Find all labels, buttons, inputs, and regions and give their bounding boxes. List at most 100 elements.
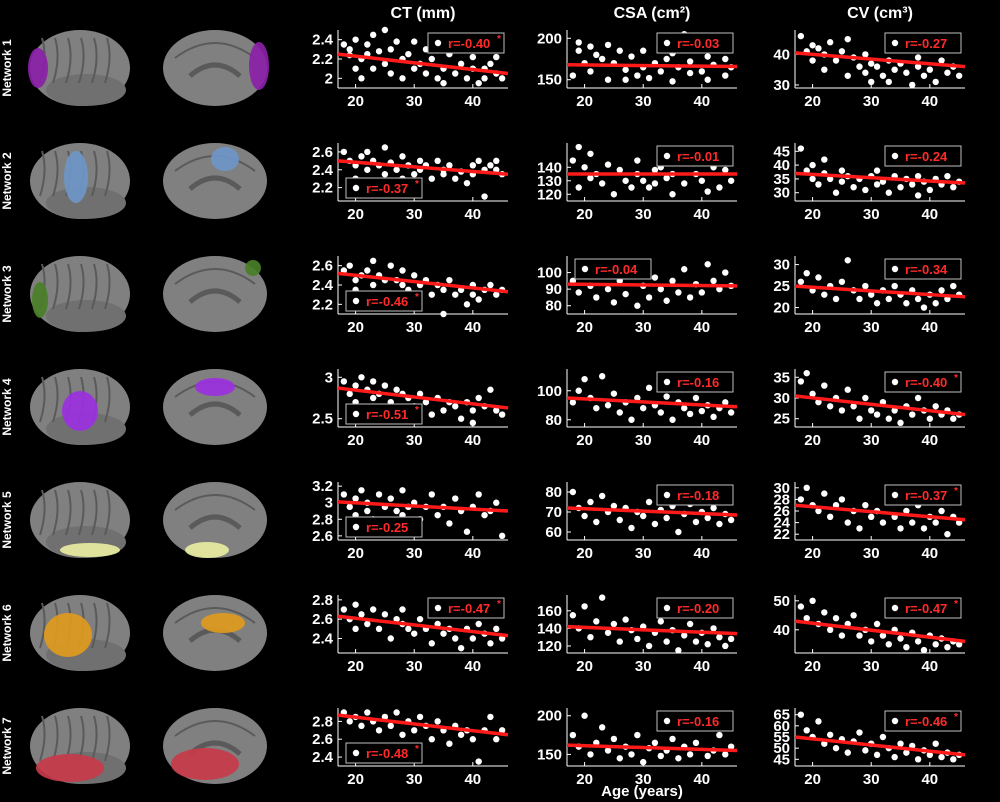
data-point: [873, 751, 881, 759]
x-tick-label: 40: [464, 771, 481, 788]
brain-sulcus: [174, 42, 256, 59]
data-point: [399, 606, 406, 613]
regression-line: [794, 619, 966, 644]
legend-box: [884, 371, 962, 393]
data-point: [498, 532, 506, 540]
y-tick-label: 140: [537, 620, 562, 637]
legend-marker: [581, 265, 589, 273]
y-tick-label: 40: [773, 622, 790, 639]
data-point: [838, 178, 846, 185]
x-tick-label: 40: [464, 432, 481, 449]
data-point: [634, 72, 641, 79]
y-tick-label: 24: [773, 515, 790, 532]
data-point: [434, 620, 441, 628]
data-point: [340, 378, 348, 385]
data-point: [862, 186, 869, 194]
data-point: [628, 751, 635, 758]
data-point: [704, 514, 711, 522]
data-point: [587, 174, 594, 182]
data-point: [369, 257, 377, 265]
x-tick-label: 40: [464, 319, 481, 336]
data-point: [710, 413, 717, 421]
data-point: [481, 75, 488, 82]
data-point: [610, 502, 618, 510]
x-tick-label: 20: [347, 545, 364, 562]
data-point: [856, 295, 863, 303]
x-tick-label: 30: [863, 545, 880, 562]
correlation-legend: r=-0.40 *: [427, 32, 505, 54]
data-point: [575, 39, 582, 46]
brain-sulcus: [174, 720, 256, 737]
data-point: [932, 740, 939, 747]
correlation-label: r=-0.40: [905, 375, 947, 390]
brain-sulcus: [104, 602, 111, 649]
row-label-network-1: Network 1: [0, 39, 14, 97]
data-point: [885, 295, 892, 303]
brain-sulcus: [39, 489, 46, 536]
y-tick-label: 2.8: [312, 592, 333, 609]
legend-marker: [352, 523, 360, 531]
data-point: [575, 387, 582, 394]
y-tick-label: 2.4: [312, 162, 334, 179]
data-point: [914, 394, 922, 402]
data-point: [838, 496, 846, 503]
row-label-network-2: Network 2: [0, 152, 14, 210]
data-point: [909, 411, 916, 418]
data-point: [669, 78, 676, 85]
y-tick-label: 50: [773, 593, 790, 610]
data-point: [381, 382, 389, 389]
significance-star: *: [497, 34, 501, 45]
y-tick-label: 160: [537, 603, 562, 620]
data-point: [938, 287, 945, 294]
data-point: [340, 491, 348, 498]
y-tick-label: 2.6: [312, 528, 333, 545]
network-region: [32, 282, 48, 318]
data-point: [651, 520, 659, 528]
data-point: [692, 394, 700, 402]
regression-line: [337, 614, 509, 638]
data-point: [346, 718, 353, 725]
brain-lateral-network-7: [30, 708, 130, 784]
data-point: [856, 525, 863, 532]
data-point: [416, 390, 424, 398]
data-point: [569, 72, 577, 79]
data-point: [879, 72, 887, 79]
data-point: [610, 390, 618, 397]
data-point: [346, 46, 353, 53]
data-point: [909, 181, 916, 188]
correlation-label: r=-0.51: [366, 407, 408, 422]
x-tick-label: 40: [464, 206, 481, 223]
data-point: [926, 66, 934, 73]
data-point: [868, 78, 875, 86]
data-point: [897, 183, 904, 191]
data-point: [803, 727, 810, 734]
correlation-legend: r=-0.37 *: [884, 484, 962, 506]
data-point: [716, 633, 723, 641]
data-point: [657, 68, 664, 75]
y-tick-label: 120: [537, 186, 562, 203]
regression-line: [337, 500, 509, 513]
data-point: [809, 57, 816, 64]
data-point: [628, 53, 635, 60]
x-tick-label: 20: [804, 319, 821, 336]
data-point: [399, 281, 406, 289]
data-point: [815, 181, 822, 188]
data-point: [821, 66, 828, 73]
brain-sulcus: [91, 602, 98, 649]
data-point: [381, 171, 389, 178]
data-point: [604, 402, 612, 409]
x-tick-label: 20: [347, 432, 364, 449]
data-point: [369, 65, 377, 72]
brain-temporal-lobe: [46, 74, 126, 106]
data-point: [809, 42, 816, 49]
y-tick-label: 130: [537, 173, 562, 190]
data-point: [428, 736, 435, 743]
brain-sulcus: [65, 489, 72, 536]
data-point: [352, 495, 359, 502]
data-point: [938, 753, 945, 761]
data-point: [640, 758, 647, 766]
data-point: [616, 755, 623, 762]
data-point: [727, 516, 735, 524]
